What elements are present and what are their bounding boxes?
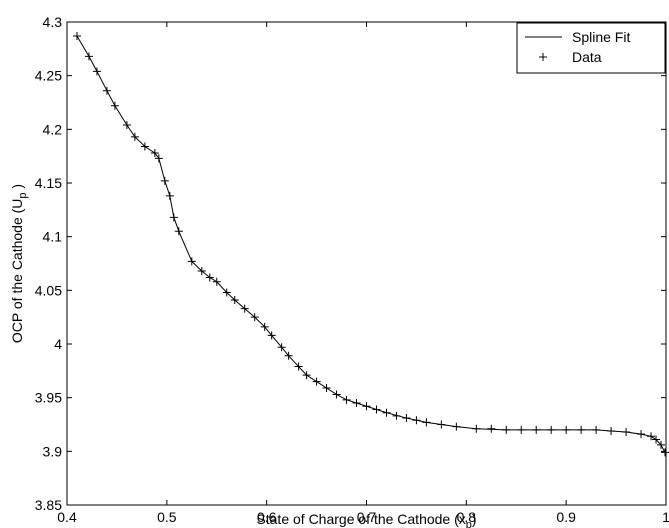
data-point xyxy=(102,86,111,95)
data-point xyxy=(661,448,669,457)
data-point xyxy=(230,295,239,304)
data-point xyxy=(154,154,163,163)
data-point xyxy=(140,142,149,151)
data-point xyxy=(212,277,221,286)
y-axis-label-end: ) xyxy=(9,184,25,193)
x-tick-label: 0.5 xyxy=(157,509,177,525)
spline-line xyxy=(76,35,666,453)
data-point xyxy=(267,331,276,340)
data-point xyxy=(452,422,461,431)
y-tick-label: 4.05 xyxy=(35,282,62,298)
x-tick-label: 0.9 xyxy=(556,509,576,525)
data-point xyxy=(592,425,601,434)
y-tick-label: 4 xyxy=(54,336,62,352)
data-point xyxy=(187,257,196,266)
data-point xyxy=(322,384,331,393)
data-point xyxy=(174,227,183,236)
data-point xyxy=(657,440,666,449)
y-tick-label: 4.3 xyxy=(43,14,63,30)
data-point xyxy=(277,343,286,352)
data-point xyxy=(302,371,311,380)
y-axis-label-main: OCP of the Cathode (U xyxy=(9,199,25,343)
y-tick-label: 4.25 xyxy=(35,68,62,84)
data-point xyxy=(402,414,411,423)
legend-marker xyxy=(539,53,547,61)
data-point xyxy=(352,399,361,408)
x-axis-label-sub: p xyxy=(466,519,472,528)
data-point xyxy=(150,148,159,157)
data-point xyxy=(205,273,214,282)
data-point xyxy=(547,425,556,434)
y-axis-label-sub: p xyxy=(17,192,29,198)
data-point xyxy=(502,425,511,434)
x-tick-label: 1 xyxy=(662,509,669,525)
y-tick-label: 4.2 xyxy=(43,121,63,137)
data-point xyxy=(312,377,321,386)
y-tick-label: 4.1 xyxy=(43,229,63,245)
data-point xyxy=(487,424,496,433)
data-point xyxy=(577,425,586,434)
legend-label: Spline Fit xyxy=(572,29,630,45)
data-point xyxy=(372,405,381,414)
data-point xyxy=(260,322,269,331)
data-point xyxy=(652,435,661,444)
data-point xyxy=(362,402,371,411)
data-point xyxy=(222,288,231,297)
data-point xyxy=(294,362,303,371)
y-tick-label: 3.95 xyxy=(35,390,62,406)
x-tick-label: 0.7 xyxy=(357,509,377,525)
data-point xyxy=(422,418,431,427)
x-axis-label-main: State of Charge of the Cathode (x xyxy=(256,511,465,527)
x-axis-label: State of Charge of the Cathode (xp) xyxy=(256,511,476,528)
data-point xyxy=(342,395,351,404)
data-point xyxy=(110,101,119,110)
data-point xyxy=(437,420,446,429)
data-point xyxy=(562,425,571,434)
data-point xyxy=(622,428,631,437)
data-point xyxy=(284,351,293,360)
data-point xyxy=(240,304,249,313)
data-point xyxy=(332,390,341,399)
data-point xyxy=(169,213,178,222)
data-point xyxy=(517,425,526,434)
data-point xyxy=(197,267,206,276)
data-point xyxy=(532,425,541,434)
data-point xyxy=(382,408,391,417)
data-point xyxy=(122,121,131,130)
data-point xyxy=(92,67,101,76)
legend-box xyxy=(516,22,666,74)
data-point xyxy=(647,432,656,441)
legend-label: Data xyxy=(572,49,602,65)
data-point xyxy=(472,424,481,433)
data-point xyxy=(607,426,616,435)
data-point xyxy=(72,31,81,40)
data-point xyxy=(392,411,401,420)
data-point xyxy=(165,191,174,200)
data-point xyxy=(160,176,169,185)
data-point xyxy=(130,132,139,141)
data-point xyxy=(250,313,259,322)
y-tick-label: 3.85 xyxy=(35,497,62,513)
y-axis-label: OCP of the Cathode (Up ) xyxy=(9,184,29,343)
x-axis-label-end: ) xyxy=(472,511,477,527)
y-tick-label: 3.9 xyxy=(43,443,63,459)
data-point xyxy=(637,430,646,439)
x-tick-label: 0.8 xyxy=(457,509,477,525)
x-tick-label: 0.4 xyxy=(57,509,77,525)
x-tick-label: 0.6 xyxy=(257,509,277,525)
data-point xyxy=(84,52,93,61)
plot-area xyxy=(66,21,667,506)
data-point xyxy=(412,416,421,425)
y-tick-label: 4.15 xyxy=(35,175,62,191)
